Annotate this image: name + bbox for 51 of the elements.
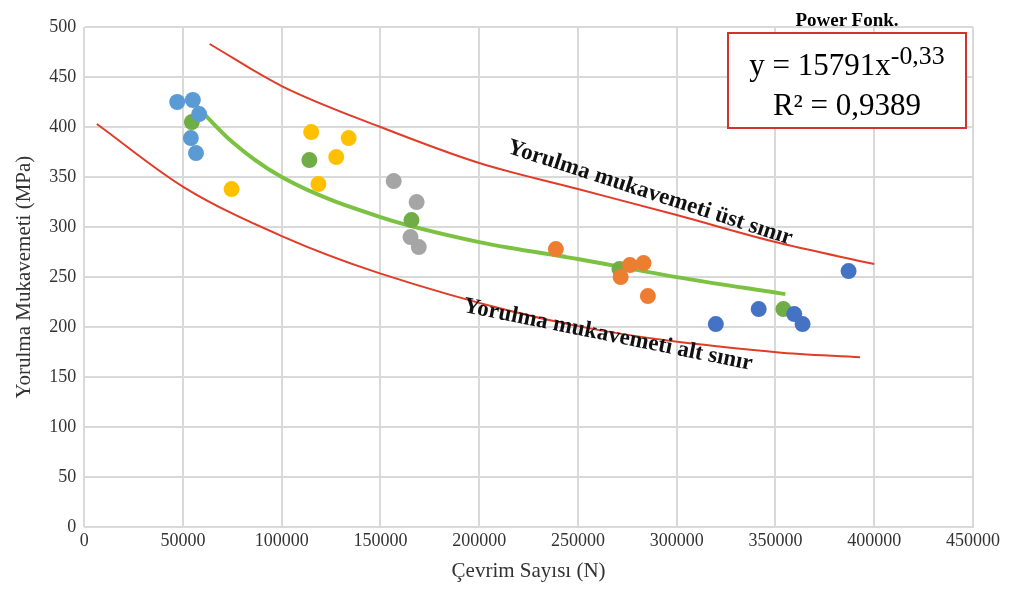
x-axis-title: Çevrim Sayısı (N) [451, 557, 606, 582]
y-tick-label: 400 [49, 115, 77, 136]
y-axis-title: Yorulma Mukavemeti (MPa) [11, 155, 36, 399]
y-tick-label: 100 [49, 415, 77, 436]
y-tick-label: 300 [49, 215, 77, 236]
y-tick-label: 250 [49, 265, 77, 286]
point [635, 255, 652, 272]
point [403, 212, 420, 229]
point [182, 130, 199, 147]
point [340, 130, 357, 147]
point [707, 316, 724, 333]
y-tick-label: 450 [49, 65, 77, 86]
point [639, 288, 656, 305]
x-tick-label: 50000 [160, 529, 206, 550]
x-tick-label: 350000 [748, 529, 803, 550]
y-tick-label: 50 [58, 465, 77, 486]
annotation: Power Fonk. [794, 8, 900, 32]
annotation: y = 15791x$^{-0,33}$ [748, 40, 946, 85]
x-tick-label: 450000 [946, 529, 1000, 550]
point [840, 263, 857, 280]
x-tick-label: 400000 [847, 529, 902, 550]
y-tick-label: 0 [67, 515, 77, 536]
point [184, 92, 201, 109]
y-tick-label: 500 [49, 15, 77, 36]
point [187, 145, 204, 162]
point [301, 152, 318, 169]
annotation: R² = 0,9389 [771, 86, 923, 125]
x-tick-label: 250000 [550, 529, 605, 550]
x-tick-label: 200000 [452, 529, 507, 550]
point [794, 316, 811, 333]
x-tick-label: 300000 [649, 529, 704, 550]
x-tick-label: 150000 [353, 529, 408, 550]
x-tick-label: 100000 [254, 529, 309, 550]
point [385, 173, 402, 190]
point [612, 269, 629, 286]
point [408, 194, 425, 211]
point [191, 106, 208, 123]
y-tick-label: 150 [49, 365, 77, 386]
y-tick-label: 200 [49, 315, 77, 336]
point [750, 301, 767, 318]
point [303, 124, 320, 141]
point [621, 257, 638, 274]
point [402, 229, 419, 246]
point [328, 149, 345, 166]
point [410, 239, 427, 256]
annotation: Yorulma mukavemeti alt sınır [461, 292, 756, 375]
point [310, 176, 327, 193]
point [169, 94, 186, 111]
point [223, 181, 240, 198]
point [547, 241, 564, 258]
y-tick-label: 350 [49, 165, 77, 186]
